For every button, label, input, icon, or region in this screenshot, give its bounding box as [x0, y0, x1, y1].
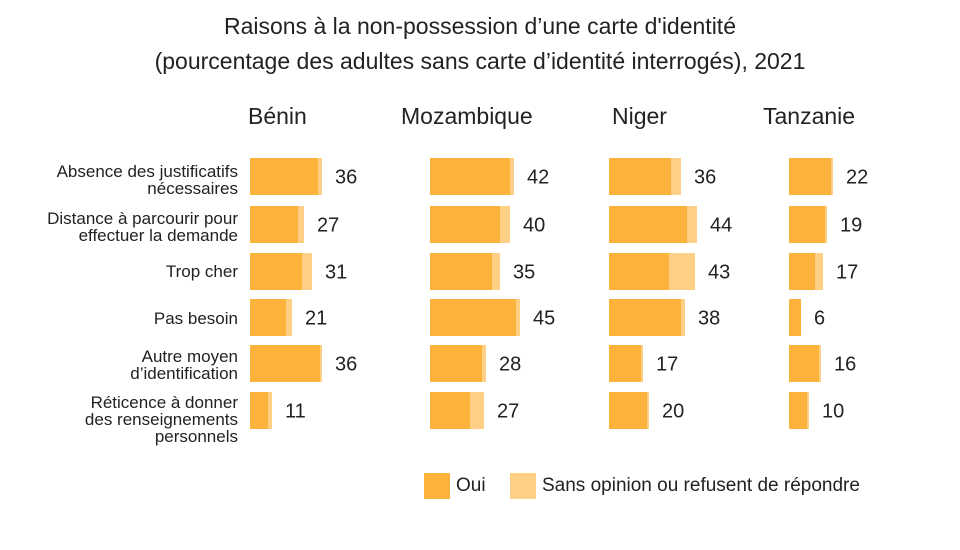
category-label: Absence des justificatifs nécessaires	[56, 162, 238, 198]
legend-swatch-sans-opinion	[510, 473, 536, 499]
bar-oui-benin	[250, 206, 298, 243]
category-label: Pas besoin	[153, 309, 238, 328]
bar-sans-opinion-tanzanie	[807, 392, 809, 429]
data-label-tanzanie: 22	[846, 167, 868, 189]
bar-oui-niger	[609, 299, 681, 336]
data-label-tanzanie: 17	[836, 262, 858, 284]
bar-sans-opinion-niger	[669, 253, 695, 290]
data-label-mozambique: 28	[499, 354, 521, 376]
bar-sans-opinion-mozambique	[470, 392, 484, 429]
data-label-mozambique: 45	[533, 308, 555, 330]
bar-sans-opinion-benin	[302, 253, 312, 290]
bar-oui-mozambique	[430, 158, 510, 195]
bar-oui-benin	[250, 299, 286, 336]
bar-sans-opinion-benin	[298, 206, 304, 243]
chart-title: Raisons à la non-possession d’une carte …	[224, 13, 736, 39]
bar-sans-opinion-tanzanie	[825, 206, 827, 243]
bar-oui-tanzanie	[789, 253, 815, 290]
bar-oui-tanzanie	[789, 158, 831, 195]
data-label-benin: 21	[305, 308, 327, 330]
bar-sans-opinion-mozambique	[492, 253, 500, 290]
bar-oui-mozambique	[430, 206, 500, 243]
data-label-tanzanie: 16	[834, 354, 856, 376]
bar-oui-niger	[609, 158, 671, 195]
data-label-tanzanie: 6	[814, 308, 825, 330]
bar-sans-opinion-niger	[641, 345, 643, 382]
data-label-tanzanie: 10	[822, 401, 844, 423]
bar-oui-tanzanie	[789, 392, 807, 429]
bar-oui-niger	[609, 392, 647, 429]
bar-sans-opinion-tanzanie	[831, 158, 833, 195]
legend-label-sans-opinion: Sans opinion ou refusent de répondre	[542, 475, 860, 496]
bar-oui-benin	[250, 158, 318, 195]
data-label-niger: 44	[710, 215, 732, 237]
panel-title-tanzanie: Tanzanie	[763, 103, 856, 129]
bar-sans-opinion-niger	[671, 158, 681, 195]
bar-oui-mozambique	[430, 392, 470, 429]
bar-sans-opinion-mozambique	[516, 299, 520, 336]
bar-oui-benin	[250, 345, 320, 382]
bar-sans-opinion-mozambique	[482, 345, 486, 382]
bar-oui-niger	[609, 206, 687, 243]
data-label-tanzanie: 19	[840, 215, 862, 237]
bar-sans-opinion-benin	[286, 299, 292, 336]
panel-title-benin: Bénin	[248, 103, 307, 129]
data-label-niger: 17	[656, 354, 678, 376]
bar-oui-benin	[250, 392, 268, 429]
bar-oui-mozambique	[430, 345, 482, 382]
bar-sans-opinion-niger	[681, 299, 685, 336]
data-label-mozambique: 27	[497, 401, 519, 423]
data-label-niger: 20	[662, 401, 684, 423]
bar-sans-opinion-niger	[647, 392, 649, 429]
bar-oui-benin	[250, 253, 302, 290]
bar-sans-opinion-benin	[320, 345, 322, 382]
data-label-niger: 43	[708, 262, 730, 284]
data-label-niger: 36	[694, 167, 716, 189]
panel-title-niger: Niger	[612, 103, 667, 129]
bar-oui-tanzanie	[789, 345, 819, 382]
category-label: Réticence à donner des renseignements pers…	[84, 393, 238, 446]
bar-oui-mozambique	[430, 299, 516, 336]
bar-sans-opinion-tanzanie	[815, 253, 823, 290]
bar-sans-opinion-benin	[268, 392, 272, 429]
data-label-mozambique: 35	[513, 262, 535, 284]
data-label-benin: 36	[335, 354, 357, 376]
legend-swatch-oui	[424, 473, 450, 499]
category-label: Distance à parcourir pour effectuer la de…	[47, 209, 238, 245]
data-label-mozambique: 40	[523, 215, 545, 237]
bar-sans-opinion-tanzanie	[819, 345, 821, 382]
legend-label-oui: Oui	[456, 475, 486, 496]
category-label: Trop cher	[165, 262, 238, 281]
bar-oui-niger	[609, 253, 669, 290]
bar-sans-opinion-niger	[687, 206, 697, 243]
bar-sans-opinion-mozambique	[500, 206, 510, 243]
data-label-mozambique: 42	[527, 167, 549, 189]
data-label-benin: 27	[317, 215, 339, 237]
bar-sans-opinion-mozambique	[510, 158, 514, 195]
bar-oui-tanzanie	[789, 206, 825, 243]
bar-oui-mozambique	[430, 253, 492, 290]
data-label-niger: 38	[698, 308, 720, 330]
data-label-benin: 11	[285, 401, 306, 423]
panel-title-mozambique: Mozambique	[401, 103, 533, 129]
bar-sans-opinion-benin	[318, 158, 322, 195]
bar-oui-tanzanie	[789, 299, 801, 336]
category-label: Autre moyen d’identification	[130, 347, 238, 383]
chart-subtitle: (pourcentage des adultes sans carte d’id…	[154, 48, 806, 74]
data-label-benin: 31	[325, 262, 347, 284]
data-label-benin: 36	[335, 167, 357, 189]
bar-oui-niger	[609, 345, 641, 382]
